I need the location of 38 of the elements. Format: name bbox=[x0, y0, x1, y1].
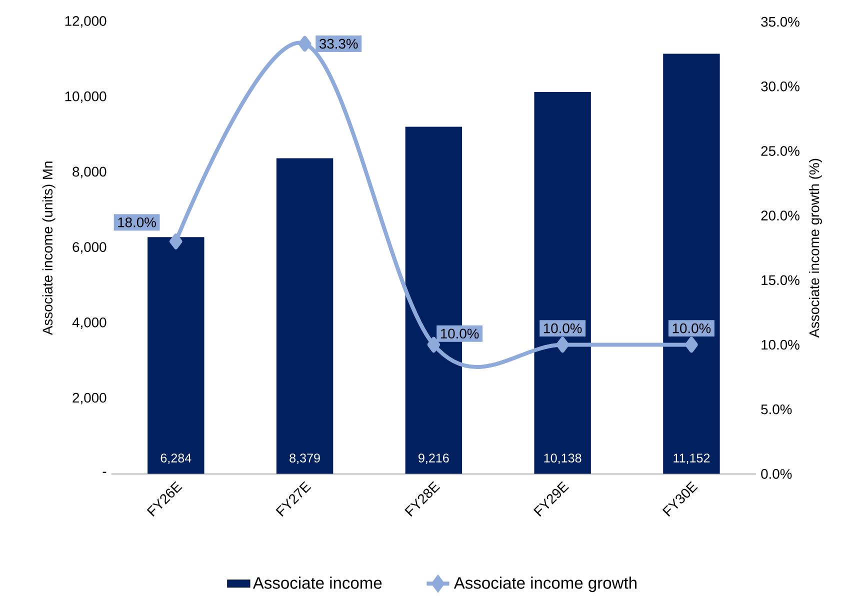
y2-axis-title: Associate income growth (%) bbox=[809, 158, 822, 338]
point bbox=[427, 336, 440, 353]
legend-label: Associate income bbox=[252, 576, 382, 589]
bar bbox=[534, 92, 591, 474]
bar bbox=[276, 158, 334, 474]
y-tick-label: 2,000 bbox=[72, 392, 106, 404]
data-label: 11,152 bbox=[674, 454, 710, 464]
y-tick-label: 4,000 bbox=[72, 318, 106, 330]
point bbox=[169, 234, 182, 250]
y-axis-title: Associate income (units) Mn bbox=[42, 162, 56, 336]
data-label: 8,379 bbox=[290, 454, 320, 464]
y-tick-label: 6,000 bbox=[72, 242, 106, 254]
y2-tick-label: 30.0% bbox=[761, 82, 800, 92]
data-label: 6,284 bbox=[160, 454, 192, 464]
bar bbox=[148, 237, 204, 474]
y2-tick-label: 20.0% bbox=[761, 210, 800, 221]
y2-tick-label: 15.0% bbox=[762, 275, 800, 286]
point bbox=[556, 336, 570, 353]
y2-tick-label: 0.0% bbox=[761, 469, 792, 479]
y2-tick-label: 5.0% bbox=[761, 404, 792, 414]
data-label: 10.0% bbox=[440, 328, 479, 339]
y2-tick-label: 35.0% bbox=[761, 16, 800, 27]
data-label: 10,138 bbox=[544, 454, 582, 464]
point bbox=[298, 36, 312, 52]
data-label: 33.3% bbox=[319, 38, 358, 49]
y-tick-label: 10,000 bbox=[65, 92, 106, 103]
y-tick-label: 8,000 bbox=[72, 166, 106, 178]
legend-label: Associate income growth bbox=[454, 576, 636, 592]
data-label: 9,216 bbox=[418, 454, 449, 464]
point bbox=[685, 336, 698, 353]
data-label: 18.0% bbox=[118, 218, 156, 228]
y-tick-label: 12,000 bbox=[65, 16, 106, 28]
data-label: 10.0% bbox=[672, 324, 711, 334]
data-label: 10.0% bbox=[544, 324, 582, 334]
bar bbox=[663, 54, 720, 474]
y2-tick-label: 25.0% bbox=[761, 146, 800, 156]
y2-tick-label: 10.0% bbox=[762, 340, 800, 350]
y-tick-label: - bbox=[102, 472, 106, 473]
